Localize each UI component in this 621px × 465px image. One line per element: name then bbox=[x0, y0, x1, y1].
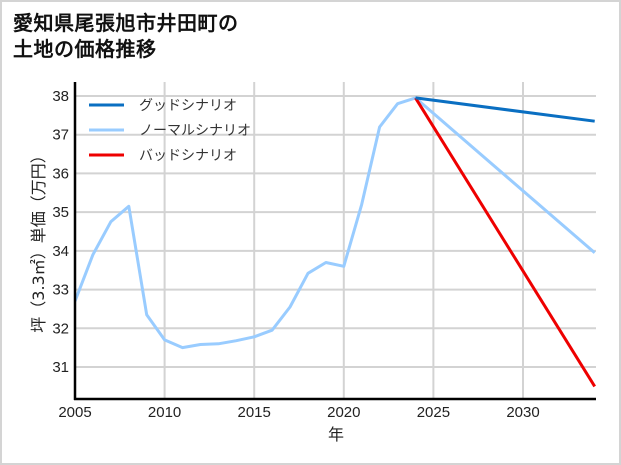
chart-title: 愛知県尾張旭市井田町の 土地の価格推移 bbox=[13, 10, 239, 62]
chart-title-line2: 土地の価格推移 bbox=[13, 37, 157, 61]
grid-lines bbox=[74, 82, 596, 399]
y-tick-label: 31 bbox=[52, 359, 69, 376]
legend-label: ノーマルシナリオ bbox=[139, 123, 251, 139]
x-tick-label: 2015 bbox=[238, 404, 271, 421]
x-axis-label: 年 bbox=[328, 425, 344, 444]
x-tick-label: 2005 bbox=[58, 404, 91, 421]
y-axis-ticks: 31 32 33 34 35 36 37 38 bbox=[52, 88, 69, 376]
x-axis-ticks: 2005 2010 2015 2020 2025 2030 bbox=[58, 404, 539, 421]
y-tick-label: 36 bbox=[52, 165, 69, 182]
x-tick-label: 2020 bbox=[327, 404, 360, 421]
y-tick-label: 38 bbox=[52, 88, 69, 105]
legend-label: グッドシナリオ bbox=[139, 98, 237, 114]
series-line bbox=[414, 97, 596, 388]
y-tick-label: 35 bbox=[52, 204, 69, 221]
series-line bbox=[75, 96, 596, 350]
x-tick-label: 2025 bbox=[417, 404, 450, 421]
chart-title-line1: 愛知県尾張旭市井田町の bbox=[13, 11, 239, 35]
axes bbox=[73, 82, 596, 401]
legend-label: バッドシナリオ bbox=[139, 148, 237, 164]
y-tick-label: 33 bbox=[52, 282, 69, 299]
x-tick-label: 2010 bbox=[148, 404, 181, 421]
y-tick-label: 34 bbox=[52, 243, 69, 260]
y-tick-label: 37 bbox=[52, 127, 69, 144]
x-tick-label: 2030 bbox=[506, 404, 539, 421]
data-lines bbox=[75, 96, 596, 388]
series-line bbox=[415, 96, 595, 123]
y-tick-label: 32 bbox=[52, 320, 69, 337]
y-axis-label: 坪（3.3㎡）単価（万円） bbox=[29, 147, 48, 332]
